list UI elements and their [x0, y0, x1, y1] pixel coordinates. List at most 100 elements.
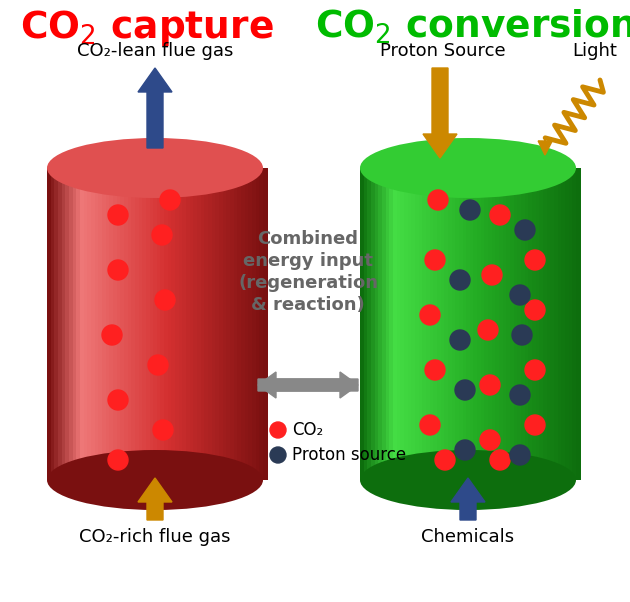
Polygon shape — [256, 168, 260, 480]
Polygon shape — [234, 168, 238, 480]
Polygon shape — [393, 168, 398, 480]
Circle shape — [270, 422, 286, 438]
Ellipse shape — [360, 450, 576, 510]
Polygon shape — [364, 168, 369, 480]
Polygon shape — [426, 168, 430, 480]
Text: CO₂-rich flue gas: CO₂-rich flue gas — [79, 528, 231, 546]
Polygon shape — [58, 168, 62, 480]
Polygon shape — [543, 168, 547, 480]
Circle shape — [450, 330, 470, 350]
Polygon shape — [197, 168, 202, 480]
Polygon shape — [113, 168, 118, 480]
Circle shape — [420, 305, 440, 325]
Polygon shape — [146, 168, 151, 480]
Circle shape — [102, 325, 122, 345]
Circle shape — [152, 225, 172, 245]
Circle shape — [490, 450, 510, 470]
Polygon shape — [109, 168, 114, 480]
Polygon shape — [466, 168, 471, 480]
FancyArrow shape — [538, 138, 552, 155]
Circle shape — [148, 355, 168, 375]
Circle shape — [435, 450, 455, 470]
Polygon shape — [219, 168, 224, 480]
Polygon shape — [539, 168, 544, 480]
Polygon shape — [386, 168, 390, 480]
Circle shape — [428, 190, 448, 210]
Polygon shape — [69, 168, 74, 480]
Polygon shape — [66, 168, 70, 480]
Polygon shape — [212, 168, 216, 480]
Polygon shape — [525, 168, 529, 480]
Polygon shape — [404, 168, 408, 480]
Circle shape — [478, 320, 498, 340]
Ellipse shape — [47, 450, 263, 510]
Ellipse shape — [360, 138, 576, 198]
Polygon shape — [440, 168, 445, 480]
FancyArrow shape — [138, 68, 172, 148]
Circle shape — [525, 360, 545, 380]
Text: CO$_2$ conversion: CO$_2$ conversion — [315, 8, 630, 46]
Polygon shape — [106, 168, 110, 480]
FancyArrow shape — [258, 372, 358, 398]
Polygon shape — [223, 168, 227, 480]
Polygon shape — [455, 168, 460, 480]
Circle shape — [525, 250, 545, 270]
Polygon shape — [397, 168, 401, 480]
Polygon shape — [98, 168, 103, 480]
Circle shape — [108, 450, 128, 470]
Polygon shape — [168, 168, 173, 480]
Text: CO₂-lean flue gas: CO₂-lean flue gas — [77, 42, 233, 60]
Circle shape — [455, 440, 475, 460]
Polygon shape — [248, 168, 253, 480]
Polygon shape — [576, 168, 581, 480]
Polygon shape — [367, 168, 372, 480]
Polygon shape — [488, 168, 493, 480]
Polygon shape — [389, 168, 394, 480]
Polygon shape — [408, 168, 412, 480]
Polygon shape — [554, 168, 559, 480]
Polygon shape — [183, 168, 187, 480]
Polygon shape — [484, 168, 489, 480]
Circle shape — [490, 205, 510, 225]
Polygon shape — [215, 168, 220, 480]
Polygon shape — [452, 168, 456, 480]
Polygon shape — [204, 168, 209, 480]
Polygon shape — [510, 168, 515, 480]
Circle shape — [425, 250, 445, 270]
Polygon shape — [572, 168, 577, 480]
Polygon shape — [481, 168, 485, 480]
Polygon shape — [80, 168, 84, 480]
Polygon shape — [238, 168, 242, 480]
Circle shape — [108, 205, 128, 225]
Polygon shape — [171, 168, 176, 480]
Polygon shape — [124, 168, 129, 480]
Polygon shape — [415, 168, 420, 480]
Polygon shape — [378, 168, 383, 480]
Polygon shape — [54, 168, 59, 480]
Polygon shape — [84, 168, 88, 480]
Polygon shape — [252, 168, 256, 480]
Circle shape — [270, 447, 286, 463]
Circle shape — [155, 290, 175, 310]
FancyArrow shape — [258, 372, 358, 398]
Circle shape — [525, 415, 545, 435]
Polygon shape — [382, 168, 387, 480]
Polygon shape — [517, 168, 522, 480]
Text: & reaction): & reaction) — [251, 296, 365, 314]
Polygon shape — [117, 168, 121, 480]
Circle shape — [510, 385, 530, 405]
Polygon shape — [91, 168, 96, 480]
Polygon shape — [190, 168, 195, 480]
Polygon shape — [157, 168, 161, 480]
Circle shape — [108, 260, 128, 280]
Polygon shape — [499, 168, 504, 480]
FancyArrow shape — [423, 68, 457, 158]
Polygon shape — [371, 168, 375, 480]
FancyArrow shape — [138, 478, 172, 520]
Polygon shape — [230, 168, 234, 480]
Polygon shape — [241, 168, 246, 480]
Polygon shape — [226, 168, 231, 480]
Polygon shape — [161, 168, 165, 480]
Circle shape — [455, 380, 475, 400]
Polygon shape — [521, 168, 525, 480]
